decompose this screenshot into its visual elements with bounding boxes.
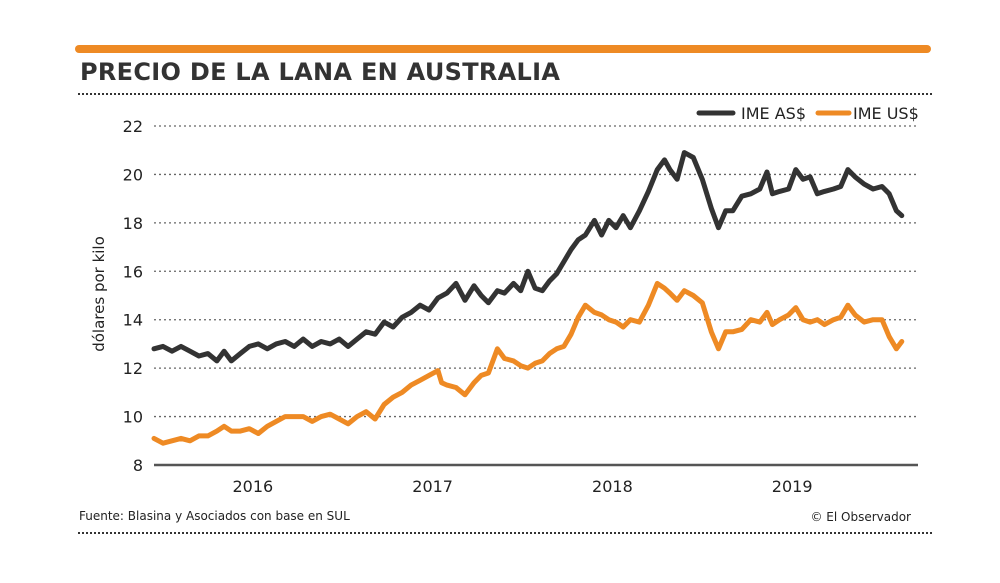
y-tick-label: 22 [123, 117, 143, 136]
y-tick-label: 18 [123, 214, 143, 233]
y-axis-ticks: 8 10 12 14 16 18 20 22 [123, 117, 143, 475]
chart-title: PRECIO DE LA LANA EN AUSTRALIA [80, 58, 561, 86]
y-tick-label: 16 [123, 262, 143, 281]
y-tick-label: 14 [123, 311, 143, 330]
top-accent-bar [75, 45, 931, 53]
legend-label-usd: IME US$ [853, 104, 919, 123]
x-axis-ticks: 2016 2017 2018 2019 [233, 477, 813, 496]
x-tick-label: 2019 [772, 477, 813, 496]
legend-label-aud: IME AS$ [741, 104, 806, 123]
y-tick-label: 20 [123, 165, 143, 184]
legend: IME AS$ IME US$ [696, 104, 919, 123]
title-divider [78, 93, 932, 95]
y-tick-label: 8 [133, 456, 143, 475]
series-lines [151, 150, 905, 446]
series-line-ime-aud [151, 150, 905, 364]
source-note: Fuente: Blasina y Asociados con base en … [79, 509, 350, 523]
grid-lines [154, 125, 918, 467]
y-tick-label: 10 [123, 408, 143, 427]
y-tick-label: 12 [123, 359, 143, 378]
footer-divider [78, 532, 932, 534]
credit-note: © El Observador [810, 510, 911, 524]
x-tick-label: 2018 [592, 477, 633, 496]
x-tick-label: 2017 [412, 477, 453, 496]
series-line-ime-usd [151, 280, 905, 446]
x-tick-label: 2016 [233, 477, 274, 496]
y-axis-label: dólares por kilo [90, 236, 108, 352]
